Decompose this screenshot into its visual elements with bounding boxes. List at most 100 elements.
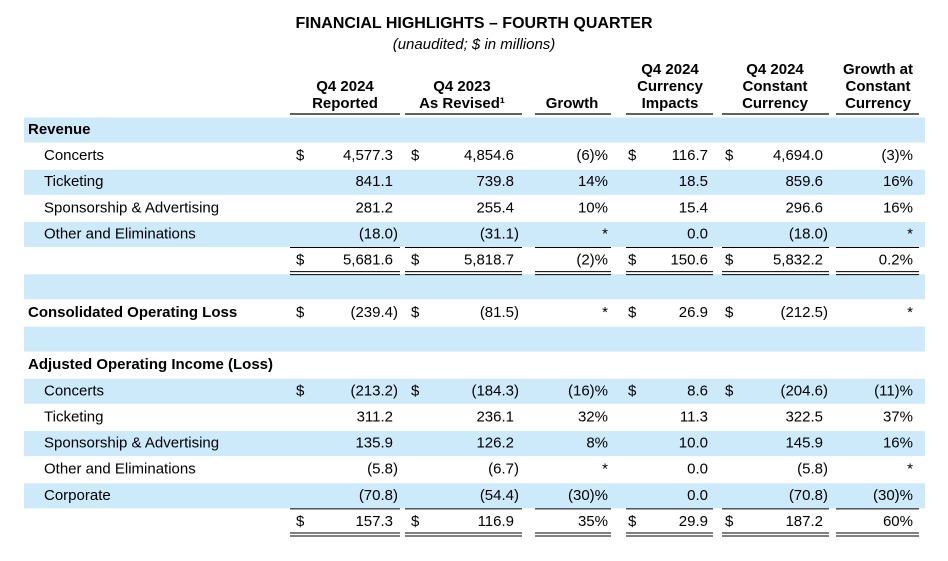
currency-sign: $ [628,147,637,164]
cell-value: 116.9 [478,513,514,530]
cell-value: 4,694.0 [773,147,823,164]
column-header: Q4 2024 [316,78,374,95]
row-bands [24,117,925,509]
section-title: Revenue [28,121,91,138]
cell-value: 10.0 [679,435,708,452]
cell-value: 859.6 [785,173,823,190]
cell-value: 32% [578,408,608,425]
column-header: Currency [637,78,704,95]
cell-value: (2)% [576,252,608,269]
cell-value: 5,681.6 [343,252,393,269]
row-band [24,274,925,300]
cell-value: 322.5 [785,408,823,425]
cell-value: 15.4 [679,199,708,216]
cell-value: 26.9 [679,304,708,321]
cell-value: * [907,304,913,321]
column-header: Q4 2023 [433,78,491,95]
cell-value: 311.2 [357,408,393,425]
cell-value: 11.3 [680,408,708,425]
cell-value: 126.2 [476,435,514,452]
currency-sign: $ [628,513,637,530]
cell-value: 16% [883,435,913,452]
currency-sign: $ [411,304,420,321]
currency-sign: $ [411,513,420,530]
column-header: Growth at [843,61,913,78]
row-band [24,483,925,509]
column-header: Constant [743,78,808,95]
cell-value: 236.1 [476,408,514,425]
currency-sign: $ [628,252,637,269]
cell-value: (212.5) [780,304,828,321]
cell-value: (30)% [568,487,608,504]
row-label: Sponsorship & Advertising [44,435,219,452]
cell-value: 255.4 [476,199,514,216]
row-label: Sponsorship & Advertising [44,199,219,216]
cell-value: (54.4) [480,487,519,504]
cell-value: 0.0 [687,487,708,504]
cell-value: 16% [883,173,913,190]
currency-sign: $ [296,304,305,321]
cell-value: 0.2% [879,252,913,269]
cell-value: 116.7 [672,147,708,164]
cell-value: 16% [883,199,913,216]
column-header: Currency [742,95,809,112]
cell-value: 10% [578,199,608,216]
cell-value: (6.7) [488,461,519,478]
cell-value: 4,854.6 [464,147,514,164]
cell-value: 0.0 [687,225,708,242]
row-label: Concerts [44,382,104,399]
cell-value: 0.0 [687,461,708,478]
title: FINANCIAL HIGHLIGHTS – FOURTH QUARTER [295,15,652,32]
cell-value: (81.5) [480,304,519,321]
currency-sign: $ [628,304,637,321]
column-header: Constant [846,78,911,95]
column-header: Currency [845,95,912,112]
column-header: Growth [546,95,599,112]
cell-value: (239.4) [350,304,398,321]
cell-value: 18.5 [679,173,708,190]
row-band [24,222,925,248]
cell-value: (16)% [568,382,608,399]
column-header: Impacts [642,95,699,112]
cell-value: (6)% [576,147,608,164]
cell-value: 150.6 [670,252,708,269]
subtitle: (unaudited; $ in millions) [393,36,556,53]
row-label: Corporate [44,487,111,504]
currency-sign: $ [725,513,734,530]
cell-value: 4,577.3 [343,147,393,164]
currency-sign: $ [725,252,734,269]
cell-value: 8.6 [687,382,708,399]
currency-sign: $ [725,304,734,321]
currency-sign: $ [411,147,420,164]
cell-value: 157.3 [355,513,393,530]
cell-value: (5.8) [367,461,398,478]
cell-value: (213.2) [350,382,398,399]
cell-value: (31.1) [480,225,519,242]
row-band [24,169,925,195]
currency-sign: $ [411,382,420,399]
currency-sign: $ [411,252,420,269]
cell-value: 5,818.7 [464,252,514,269]
currency-sign: $ [628,382,637,399]
currency-sign: $ [296,252,305,269]
cell-value: 187.2 [785,513,823,530]
column-header: Reported [312,95,378,112]
row-label: Consolidated Operating Loss [28,304,237,321]
cell-value: 37% [883,408,913,425]
cell-value: (18.0) [789,225,828,242]
cell-value: 739.8 [476,173,514,190]
cell-value: (70.8) [359,487,398,504]
cell-value: 8% [586,435,608,452]
row-label: Other and Eliminations [44,225,196,242]
cell-value: (18.0) [359,225,398,242]
cell-value: (70.8) [789,487,828,504]
column-header: Q4 2024 [746,61,804,78]
row-label: Ticketing [44,408,103,425]
cell-value: * [602,461,608,478]
column-header: Q4 2024 [641,61,699,78]
row-band [24,378,925,404]
cell-value: 35% [578,513,608,530]
cell-value: 5,832.2 [773,252,823,269]
currency-sign: $ [296,147,305,164]
